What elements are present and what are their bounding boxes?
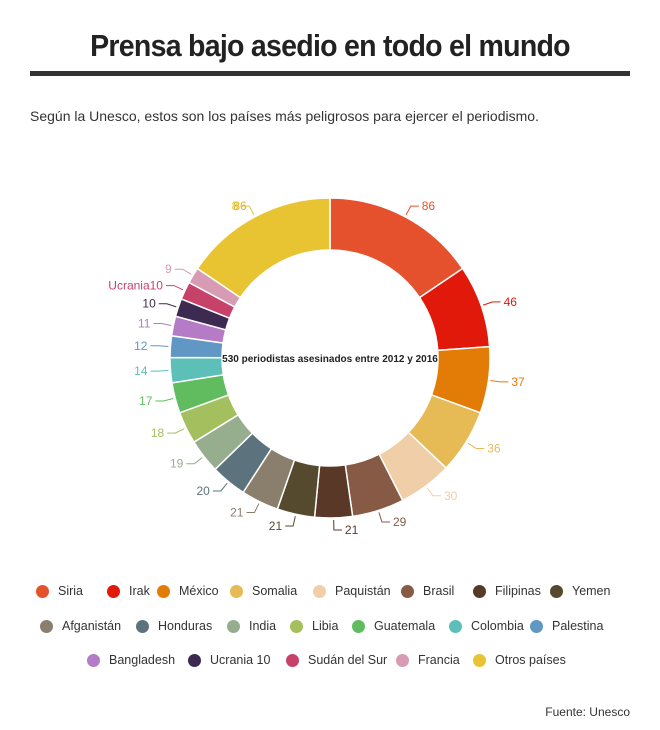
data-label-india: 19: [170, 457, 184, 471]
data-label-libia: 18: [151, 426, 165, 440]
data-label-colombia: 14: [134, 364, 148, 378]
leader-siria: [405, 205, 419, 216]
leader-otros-paises: [241, 205, 255, 216]
leader-somalia: [467, 442, 485, 449]
leader-ucrania-10: [158, 303, 177, 308]
data-label-otros-paises: 8: [232, 199, 239, 213]
data-label-palestina: 12: [134, 339, 148, 353]
data-label-ucrania-10: 10: [142, 297, 156, 311]
leader-irak: [482, 301, 501, 306]
data-label-filipinas: 21: [345, 523, 359, 537]
leader-sudan-del-sur: [165, 285, 184, 291]
data-label-yemen: 21: [269, 519, 283, 533]
data-label-paquistan: 30: [444, 489, 458, 503]
leader-colombia: [150, 369, 169, 372]
leader-honduras: [212, 482, 228, 492]
chart-title: Prensa bajo asedio en todo el mundo: [90, 28, 571, 63]
data-label-siria: 86: [422, 199, 436, 213]
data-label-afganistan: 21: [230, 506, 244, 520]
data-label-bangladesh: 11: [138, 317, 151, 331]
leader-brasil: [378, 512, 390, 523]
leader-filipinas: [333, 519, 342, 531]
leader-libia: [167, 428, 185, 434]
leader-francia: [174, 268, 192, 275]
chart-subtitle: Según la Unesco, estos son los países má…: [30, 108, 539, 124]
title-rule: [30, 71, 630, 76]
data-label-somalia: 36: [487, 441, 501, 455]
data-label-honduras: 20: [197, 484, 211, 498]
leader-yemen: [285, 516, 296, 527]
data-label-brasil: 29: [393, 515, 407, 529]
leader-india: [186, 457, 203, 465]
data-label-francia: 9: [165, 262, 172, 276]
leader-bangladesh: [153, 323, 172, 327]
data-label-top-left: 86: [233, 199, 247, 213]
leader-afganistan: [246, 503, 260, 514]
leader-mexico: [490, 379, 509, 383]
source-note: Fuente: Unesco: [545, 705, 630, 719]
data-label-guatemala: 17: [139, 394, 153, 408]
data-label-irak: 46: [504, 295, 518, 309]
data-label-sudan-del-sur: Ucrania10: [108, 279, 163, 293]
leader-guatemala: [155, 398, 174, 402]
leader-paquistan: [426, 487, 441, 497]
center-label: 530 periodistas asesinados entre 2012 y …: [222, 354, 438, 365]
leader-palestina: [150, 345, 169, 348]
slice-otros-paises: [196, 197, 331, 299]
slice-filipinas: [313, 464, 354, 519]
data-label-mexico: 37: [511, 375, 525, 389]
